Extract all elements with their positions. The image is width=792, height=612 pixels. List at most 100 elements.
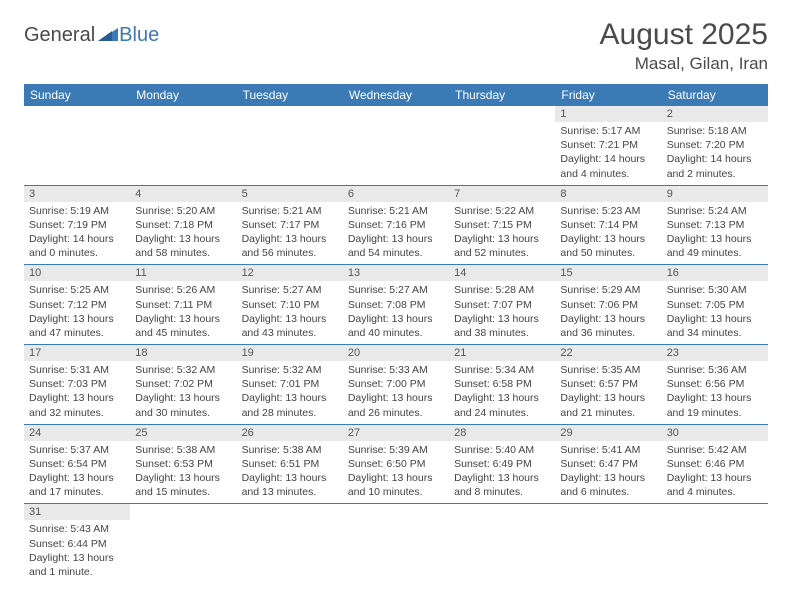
day-info: Sunrise: 5:39 AMSunset: 6:50 PMDaylight:… — [343, 441, 449, 504]
day-number: 2 — [662, 106, 768, 122]
day-number: 12 — [237, 265, 343, 281]
day-header: Friday — [555, 84, 661, 106]
day-number: 16 — [662, 265, 768, 281]
calendar-cell: 1Sunrise: 5:17 AMSunset: 7:21 PMDaylight… — [555, 106, 661, 185]
day-number: 28 — [449, 425, 555, 441]
day-header: Monday — [130, 84, 236, 106]
day-header-row: Sunday Monday Tuesday Wednesday Thursday… — [24, 84, 768, 106]
page-header: General Blue August 2025 Masal, Gilan, I… — [24, 18, 768, 74]
day-number: 3 — [24, 186, 130, 202]
day-info: Sunrise: 5:37 AMSunset: 6:54 PMDaylight:… — [24, 441, 130, 504]
day-info: Sunrise: 5:24 AMSunset: 7:13 PMDaylight:… — [662, 202, 768, 265]
calendar-cell: 26Sunrise: 5:38 AMSunset: 6:51 PMDayligh… — [237, 424, 343, 504]
calendar-cell: 10Sunrise: 5:25 AMSunset: 7:12 PMDayligh… — [24, 265, 130, 345]
day-info: Sunrise: 5:25 AMSunset: 7:12 PMDaylight:… — [24, 281, 130, 344]
day-number: 26 — [237, 425, 343, 441]
location: Masal, Gilan, Iran — [600, 54, 768, 74]
calendar-cell — [237, 504, 343, 583]
calendar-table: Sunday Monday Tuesday Wednesday Thursday… — [24, 84, 768, 583]
day-number: 23 — [662, 345, 768, 361]
day-info: Sunrise: 5:19 AMSunset: 7:19 PMDaylight:… — [24, 202, 130, 265]
day-header: Saturday — [662, 84, 768, 106]
day-info: Sunrise: 5:22 AMSunset: 7:15 PMDaylight:… — [449, 202, 555, 265]
calendar-cell: 18Sunrise: 5:32 AMSunset: 7:02 PMDayligh… — [130, 345, 236, 425]
calendar-cell — [343, 504, 449, 583]
title-block: August 2025 Masal, Gilan, Iran — [600, 18, 768, 74]
day-number: 19 — [237, 345, 343, 361]
calendar-cell — [555, 504, 661, 583]
day-info: Sunrise: 5:29 AMSunset: 7:06 PMDaylight:… — [555, 281, 661, 344]
day-info: Sunrise: 5:35 AMSunset: 6:57 PMDaylight:… — [555, 361, 661, 424]
day-number: 30 — [662, 425, 768, 441]
day-info: Sunrise: 5:31 AMSunset: 7:03 PMDaylight:… — [24, 361, 130, 424]
calendar-cell: 12Sunrise: 5:27 AMSunset: 7:10 PMDayligh… — [237, 265, 343, 345]
calendar-cell — [130, 504, 236, 583]
day-number: 7 — [449, 186, 555, 202]
day-number: 18 — [130, 345, 236, 361]
calendar-cell: 9Sunrise: 5:24 AMSunset: 7:13 PMDaylight… — [662, 185, 768, 265]
day-info: Sunrise: 5:42 AMSunset: 6:46 PMDaylight:… — [662, 441, 768, 504]
calendar-cell: 30Sunrise: 5:42 AMSunset: 6:46 PMDayligh… — [662, 424, 768, 504]
month-title: August 2025 — [600, 18, 768, 52]
calendar-cell: 29Sunrise: 5:41 AMSunset: 6:47 PMDayligh… — [555, 424, 661, 504]
day-info: Sunrise: 5:32 AMSunset: 7:01 PMDaylight:… — [237, 361, 343, 424]
day-header: Thursday — [449, 84, 555, 106]
calendar-row: 3Sunrise: 5:19 AMSunset: 7:19 PMDaylight… — [24, 185, 768, 265]
day-info: Sunrise: 5:21 AMSunset: 7:17 PMDaylight:… — [237, 202, 343, 265]
calendar-row: 17Sunrise: 5:31 AMSunset: 7:03 PMDayligh… — [24, 345, 768, 425]
day-info: Sunrise: 5:18 AMSunset: 7:20 PMDaylight:… — [662, 122, 768, 185]
day-number: 24 — [24, 425, 130, 441]
day-number: 10 — [24, 265, 130, 281]
logo: General Blue — [24, 24, 159, 47]
day-header: Tuesday — [237, 84, 343, 106]
calendar-cell: 15Sunrise: 5:29 AMSunset: 7:06 PMDayligh… — [555, 265, 661, 345]
day-info: Sunrise: 5:36 AMSunset: 6:56 PMDaylight:… — [662, 361, 768, 424]
day-number: 25 — [130, 425, 236, 441]
calendar-cell: 27Sunrise: 5:39 AMSunset: 6:50 PMDayligh… — [343, 424, 449, 504]
day-number: 11 — [130, 265, 236, 281]
day-number: 13 — [343, 265, 449, 281]
day-number: 1 — [555, 106, 661, 122]
calendar-cell: 2Sunrise: 5:18 AMSunset: 7:20 PMDaylight… — [662, 106, 768, 185]
calendar-cell: 5Sunrise: 5:21 AMSunset: 7:17 PMDaylight… — [237, 185, 343, 265]
day-info: Sunrise: 5:17 AMSunset: 7:21 PMDaylight:… — [555, 122, 661, 185]
logo-text-2: Blue — [119, 24, 159, 47]
calendar-cell: 24Sunrise: 5:37 AMSunset: 6:54 PMDayligh… — [24, 424, 130, 504]
day-number: 4 — [130, 186, 236, 202]
day-number: 31 — [24, 504, 130, 520]
day-info: Sunrise: 5:40 AMSunset: 6:49 PMDaylight:… — [449, 441, 555, 504]
day-number: 17 — [24, 345, 130, 361]
calendar-cell: 14Sunrise: 5:28 AMSunset: 7:07 PMDayligh… — [449, 265, 555, 345]
calendar-cell: 7Sunrise: 5:22 AMSunset: 7:15 PMDaylight… — [449, 185, 555, 265]
day-header: Wednesday — [343, 84, 449, 106]
day-number: 14 — [449, 265, 555, 281]
calendar-cell — [662, 504, 768, 583]
calendar-row: 1Sunrise: 5:17 AMSunset: 7:21 PMDaylight… — [24, 106, 768, 185]
day-number: 6 — [343, 186, 449, 202]
day-info: Sunrise: 5:21 AMSunset: 7:16 PMDaylight:… — [343, 202, 449, 265]
day-info: Sunrise: 5:32 AMSunset: 7:02 PMDaylight:… — [130, 361, 236, 424]
calendar-page: General Blue August 2025 Masal, Gilan, I… — [0, 0, 792, 601]
day-info: Sunrise: 5:33 AMSunset: 7:00 PMDaylight:… — [343, 361, 449, 424]
day-number: 29 — [555, 425, 661, 441]
day-number: 8 — [555, 186, 661, 202]
calendar-cell: 11Sunrise: 5:26 AMSunset: 7:11 PMDayligh… — [130, 265, 236, 345]
calendar-row: 10Sunrise: 5:25 AMSunset: 7:12 PMDayligh… — [24, 265, 768, 345]
calendar-cell — [237, 106, 343, 185]
day-number: 22 — [555, 345, 661, 361]
day-info: Sunrise: 5:30 AMSunset: 7:05 PMDaylight:… — [662, 281, 768, 344]
day-info: Sunrise: 5:41 AMSunset: 6:47 PMDaylight:… — [555, 441, 661, 504]
day-info: Sunrise: 5:38 AMSunset: 6:53 PMDaylight:… — [130, 441, 236, 504]
calendar-cell: 22Sunrise: 5:35 AMSunset: 6:57 PMDayligh… — [555, 345, 661, 425]
day-info: Sunrise: 5:20 AMSunset: 7:18 PMDaylight:… — [130, 202, 236, 265]
day-info: Sunrise: 5:23 AMSunset: 7:14 PMDaylight:… — [555, 202, 661, 265]
day-number: 5 — [237, 186, 343, 202]
calendar-cell — [449, 106, 555, 185]
calendar-cell — [449, 504, 555, 583]
day-info: Sunrise: 5:27 AMSunset: 7:10 PMDaylight:… — [237, 281, 343, 344]
day-number: 9 — [662, 186, 768, 202]
day-info: Sunrise: 5:34 AMSunset: 6:58 PMDaylight:… — [449, 361, 555, 424]
day-info: Sunrise: 5:28 AMSunset: 7:07 PMDaylight:… — [449, 281, 555, 344]
calendar-cell: 31Sunrise: 5:43 AMSunset: 6:44 PMDayligh… — [24, 504, 130, 583]
calendar-cell: 16Sunrise: 5:30 AMSunset: 7:05 PMDayligh… — [662, 265, 768, 345]
